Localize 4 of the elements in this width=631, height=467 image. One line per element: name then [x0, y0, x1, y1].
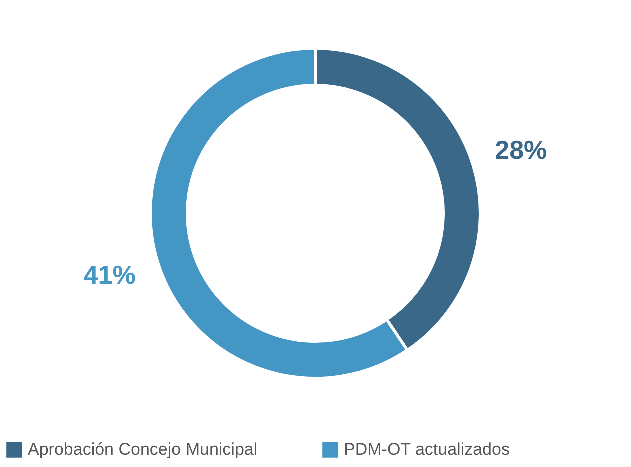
data-label: 28%	[495, 134, 548, 165]
data-label: 41%	[84, 260, 136, 290]
legend-label: Aprobación Concejo Municipal	[28, 440, 258, 459]
legend-label: PDM-OT actualizados	[344, 440, 510, 459]
